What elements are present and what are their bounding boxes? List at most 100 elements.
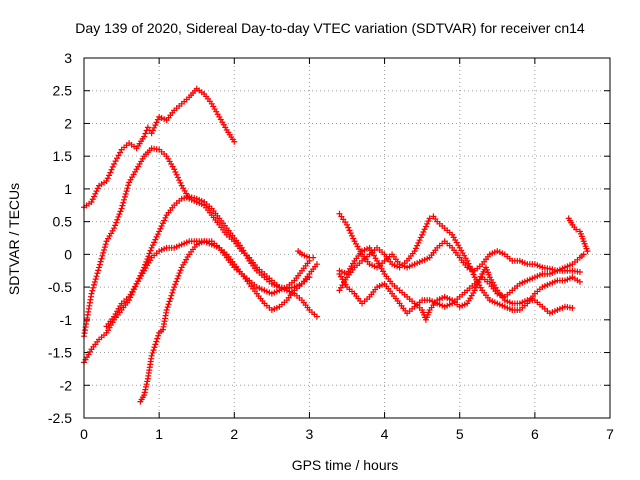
data-point: [142, 386, 149, 393]
data-point: [100, 249, 107, 256]
data-point: [306, 274, 313, 281]
data-point: [98, 255, 105, 262]
data-point: [424, 220, 431, 227]
tick-labels: 0 1 2 3 4 5 6 7 -2.5 -2 -1.5 -1 -0.5 0 0.5 1 1.5 2 2.5 3: [48, 50, 614, 442]
y-tick-label: -0.5: [48, 279, 72, 295]
data-point: [101, 247, 108, 253]
data-point: [416, 237, 423, 244]
data-point: [95, 267, 102, 274]
data-point: [580, 251, 587, 258]
data-point: [414, 242, 421, 249]
data-point: [149, 349, 156, 356]
series-sat-c: [81, 193, 320, 366]
data-point: [173, 278, 180, 285]
data-point: [417, 234, 424, 241]
data-point: [165, 301, 172, 308]
data-point: [106, 172, 113, 179]
data-point: [149, 127, 156, 134]
data-point: [144, 256, 151, 263]
data-point: [113, 219, 120, 226]
data-point: [148, 352, 155, 359]
data-point: [176, 177, 183, 184]
x-tick-label: 3: [306, 426, 314, 442]
data-point: [154, 335, 161, 342]
data-point: [111, 225, 118, 232]
data-point: [91, 193, 98, 200]
data-point: [175, 272, 182, 279]
x-tick-label: 2: [230, 426, 238, 442]
data-point: [467, 266, 474, 273]
data-point: [99, 252, 106, 259]
y-tick-label: 3: [64, 50, 72, 66]
data-point: [151, 124, 158, 131]
data-point: [112, 222, 119, 229]
data-point: [346, 227, 353, 234]
data-point: [96, 264, 103, 271]
x-tick-label: 1: [155, 426, 163, 442]
data-point: [107, 169, 114, 176]
series-sat-e: [103, 238, 313, 330]
data-point: [142, 383, 149, 390]
data-point: [118, 205, 125, 212]
x-tick-label: 4: [381, 426, 389, 442]
data-point: [93, 188, 100, 195]
data-point: [157, 225, 164, 232]
series-sat-j: [336, 244, 576, 323]
data-point: [94, 270, 101, 277]
data-point: [166, 298, 173, 305]
data-point: [576, 269, 583, 276]
data-point: [151, 344, 158, 351]
data-point: [584, 248, 591, 255]
data-point: [123, 188, 130, 195]
data-point: [101, 244, 108, 251]
data-point: [576, 278, 583, 285]
data-point: [425, 218, 432, 225]
x-axis-label: GPS time / hours: [292, 457, 399, 473]
data-point: [171, 166, 178, 173]
data-point: [142, 130, 149, 137]
y-tick-label: -2.5: [48, 410, 72, 426]
data-point: [164, 304, 171, 311]
x-tick-label: 5: [456, 426, 464, 442]
data-point: [153, 233, 160, 240]
data-point: [121, 196, 128, 203]
data-point: [161, 217, 168, 224]
data-point: [149, 242, 156, 249]
data-point: [153, 119, 160, 126]
data-point: [167, 295, 174, 302]
y-tick-label: 2: [64, 115, 72, 131]
data-point: [148, 244, 155, 251]
data-point: [470, 271, 477, 278]
data-point: [96, 261, 103, 268]
y-tick-label: -2: [60, 377, 73, 393]
data-point: [145, 253, 152, 260]
data-point: [125, 182, 132, 189]
data-point: [162, 214, 169, 221]
data-point: [412, 245, 419, 252]
data-point: [420, 229, 427, 235]
data-point: [474, 281, 481, 288]
y-axis-label: SDTVAR / TECUs: [6, 183, 22, 295]
data-point: [147, 247, 154, 254]
series-sat-k: [565, 215, 591, 255]
data-point: [103, 178, 110, 185]
plot-frame: [83, 57, 611, 419]
y-tick-label: 0.5: [53, 214, 73, 230]
data-point: [472, 284, 479, 291]
data-point: [148, 130, 155, 137]
data-point: [466, 263, 473, 270]
y-tick-label: -1: [60, 312, 73, 328]
data-point: [573, 226, 580, 233]
data-point: [478, 273, 485, 280]
data-point: [150, 347, 157, 354]
data-point: [114, 216, 121, 223]
data-point: [177, 267, 184, 274]
data-point: [89, 287, 96, 294]
data-point: [476, 276, 483, 283]
data-point: [313, 261, 320, 268]
data-point: [344, 221, 350, 228]
data-point: [464, 257, 471, 264]
y-tick-label: 2.5: [53, 83, 73, 99]
data-point: [144, 378, 151, 385]
